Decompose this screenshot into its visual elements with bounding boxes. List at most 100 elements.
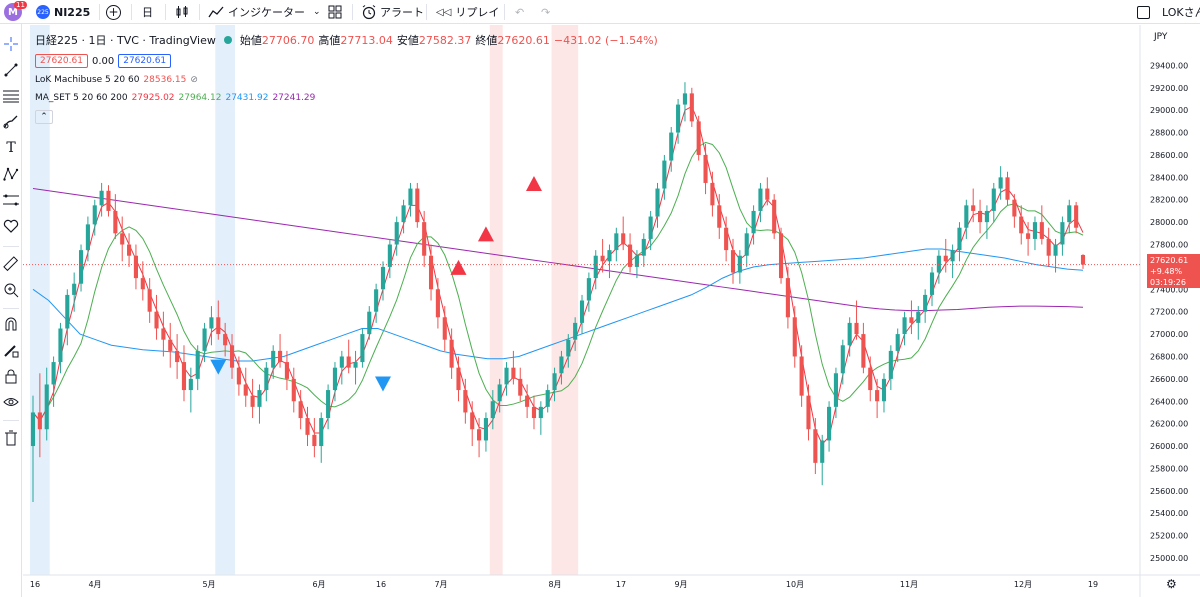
low-label: 安値: [396, 34, 419, 47]
candle-body: [744, 233, 749, 256]
candle-body: [730, 250, 736, 273]
ma200-line: [32, 188, 1084, 312]
y-tick-label: 28400.00: [1150, 173, 1188, 182]
candle-body: [92, 205, 97, 225]
trendline-tool[interactable]: [0, 60, 22, 80]
indicator-2-name: MA_SET 5 20 60 200: [35, 93, 128, 103]
stay-drawing-tool[interactable]: [0, 340, 22, 360]
magnet-icon: [5, 317, 17, 331]
legend-collapse[interactable]: ⌃: [35, 110, 53, 124]
replay-label: リプレイ: [455, 6, 500, 19]
candle-body: [758, 188, 763, 211]
measure-tool[interactable]: [0, 254, 22, 274]
avatar[interactable]: M 11: [4, 0, 35, 24]
redo-button[interactable]: ↷: [541, 0, 550, 24]
candle-body: [552, 373, 557, 391]
ma60-value: 27431.92: [225, 93, 269, 103]
ma200-value: 27241.29: [272, 93, 316, 103]
candle-body: [387, 244, 392, 267]
brush-tool[interactable]: [0, 112, 22, 132]
interval-button[interactable]: 日: [142, 6, 153, 19]
candle-body: [991, 188, 996, 211]
remove-tool[interactable]: [0, 428, 22, 448]
indicators-button[interactable]: インジケーター ⌄: [208, 0, 321, 24]
candle-body: [483, 418, 488, 441]
candle-body: [909, 317, 914, 323]
fib-tool[interactable]: [0, 86, 22, 106]
undo-button[interactable]: ↶: [515, 0, 524, 24]
settings-gear-icon[interactable]: ⚙: [1166, 577, 1177, 591]
replay-button[interactable]: ◁◁ リプレイ: [436, 0, 499, 24]
visibility-tool[interactable]: [0, 392, 22, 412]
indicator-1-value: 28536.15: [143, 75, 187, 85]
candle-body: [881, 378, 887, 402]
candle-body: [511, 367, 516, 379]
chevron-up-icon: ⌃: [35, 110, 53, 124]
forecast-tool[interactable]: [0, 190, 22, 210]
candle-body: [1026, 233, 1031, 239]
favorites-tool[interactable]: [0, 216, 22, 236]
pencil-lock-icon: [4, 345, 19, 358]
checkbox-icon[interactable]: [1137, 5, 1150, 19]
lock-tool[interactable]: [0, 366, 22, 386]
y-tick-label: 25400.00: [1150, 509, 1188, 518]
candle-body: [401, 205, 406, 223]
bid-box[interactable]: 27620.61: [35, 54, 88, 68]
ask-box[interactable]: 27620.61: [118, 54, 172, 68]
candle-body: [724, 227, 729, 251]
candle-body: [415, 188, 420, 223]
candle-body: [538, 406, 543, 419]
candle-body: [929, 272, 935, 295]
alert-button[interactable]: アラート: [361, 0, 424, 24]
candle-body: [1032, 222, 1038, 239]
candle-body: [998, 177, 1003, 189]
candle-body: [689, 93, 694, 122]
candle-body: [854, 322, 859, 335]
candle-body: [250, 395, 255, 407]
candle-body: [799, 356, 804, 396]
user-menu[interactable]: LOKさん: [1137, 0, 1200, 24]
crosshair-tool[interactable]: [0, 34, 22, 54]
candle-body: [676, 104, 681, 133]
compare-button[interactable]: +: [106, 0, 121, 24]
layouts-button[interactable]: [328, 0, 342, 24]
last-price-tag: 27620.61 +9.48% 03:19:26: [1147, 254, 1200, 288]
alarm-icon: [362, 5, 376, 20]
candle-body: [85, 224, 90, 251]
candle-body: [305, 418, 310, 435]
symbol-search[interactable]: 225 NI225: [36, 0, 90, 24]
candle-body: [923, 294, 928, 312]
candle-body: [964, 205, 969, 228]
pattern-tool[interactable]: [0, 164, 22, 184]
indicator-1-legend[interactable]: LoK Machibuse 5 20 60 28536.15 ⊘: [35, 75, 198, 85]
candle-body: [1067, 205, 1072, 223]
price-chart[interactable]: 25000.00 25200.00 25400.00 25600.00 25800.00…: [23, 25, 1200, 597]
candle-body: [298, 401, 303, 419]
candle-body: [332, 367, 338, 391]
currency-label[interactable]: JPY: [1154, 32, 1168, 42]
candle-body: [573, 322, 578, 340]
candle-body: [72, 283, 77, 295]
sell-signal-marker: [375, 376, 391, 392]
symbol-badge: 225: [36, 5, 50, 19]
x-tick-label: 16: [30, 580, 40, 589]
candle-body: [1053, 244, 1058, 256]
chart-type-button[interactable]: [175, 0, 189, 24]
candle-body: [449, 339, 454, 368]
candle-body: [682, 93, 688, 105]
market-open-dot: [223, 36, 232, 44]
chart-area[interactable]: 25000.00 25200.00 25400.00 25600.00 25800.00…: [23, 25, 1200, 597]
candle-body: [380, 266, 386, 290]
zoom-tool[interactable]: [0, 280, 22, 300]
candle-body: [840, 345, 845, 374]
change-value: −431.02 (−1.54%): [553, 33, 658, 47]
x-tick-label: 5月: [202, 580, 215, 589]
magnet-tool[interactable]: [0, 314, 22, 334]
indicator-2-legend[interactable]: MA_SET 5 20 60 200 27925.02 27964.12 274…: [35, 93, 315, 103]
chart-legend-main: 日経225 · 1日 · TVC · TradingView 始値 27706.7…: [35, 32, 658, 48]
top-toolbar: M 11 225 NI225 + 日 インジケーター ⌄ アラート: [0, 0, 1200, 24]
candle-body: [634, 255, 639, 267]
candle-body: [428, 255, 434, 290]
text-tool[interactable]: T: [0, 138, 22, 158]
candle-body: [847, 322, 852, 346]
